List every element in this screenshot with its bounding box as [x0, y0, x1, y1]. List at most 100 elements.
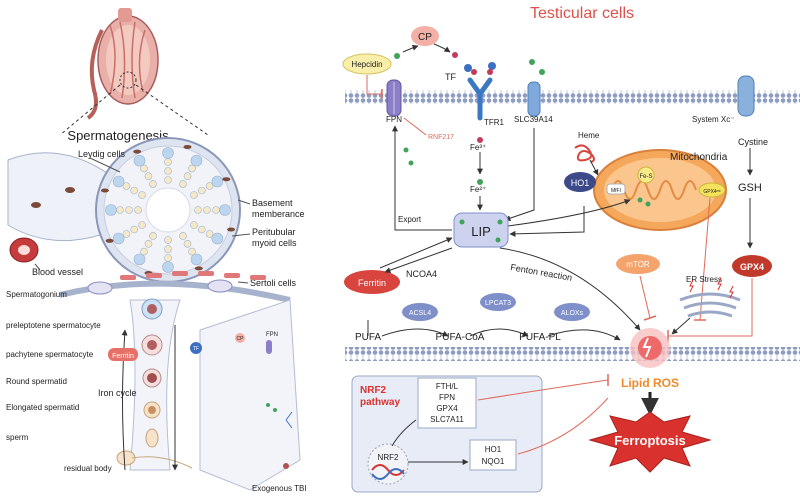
ho1-inhibit-ros — [517, 397, 609, 455]
leydig-pointer — [89, 157, 121, 173]
gpx4-label: GPX4 — [740, 262, 764, 272]
germ-cell — [190, 221, 198, 229]
gpx4-inhibit — [668, 278, 753, 337]
ferritin-label: Ferritin — [358, 278, 386, 288]
cystine-label: Cystine — [738, 137, 768, 147]
pufa-to-coa-arrow — [381, 328, 449, 337]
germ-cell — [164, 167, 172, 175]
fenton-arrow — [499, 247, 641, 331]
sertoli-cell — [87, 281, 113, 295]
nrf2-to-genes — [391, 419, 417, 447]
germ-cell — [164, 236, 172, 244]
ncoa4-label: NCOA4 — [406, 269, 437, 279]
lipid-ros-label: Lipid ROS — [621, 376, 679, 390]
dna-strand — [371, 464, 405, 476]
cp-enzyme — [411, 26, 439, 46]
gene-fthl: FTH/L — [436, 382, 459, 391]
lip-to-ferritin-arrow — [384, 247, 453, 274]
er-to-ros-arrow — [671, 317, 691, 335]
heme-to-mito — [589, 159, 599, 176]
germ-cell — [188, 247, 196, 256]
germ-cell — [140, 247, 148, 256]
germ-cell — [138, 191, 146, 199]
myoid-cell — [224, 273, 240, 278]
germ-cell — [140, 164, 148, 173]
exogenous-tbi-dot — [283, 463, 289, 469]
mitochondria-label: Mitochondria — [670, 152, 728, 163]
gpx4m-label: GPX4ᵐᵗ — [703, 189, 720, 195]
fe3-dot — [477, 137, 483, 143]
gpx4-mito — [698, 182, 726, 198]
spermatogenesis-title: Spermatogenesis — [67, 128, 169, 143]
lip-label: LIP — [471, 224, 491, 239]
tf-left-label: TF — [193, 346, 199, 352]
iron-dot — [403, 147, 409, 153]
germ-cell — [183, 239, 192, 248]
pachytene-label: pachytene spermatocyte — [6, 350, 94, 359]
germ-cell — [197, 186, 206, 195]
iron-dot — [529, 59, 535, 65]
germ-cell — [219, 204, 231, 216]
tf-left — [190, 342, 202, 354]
iron-dot — [273, 408, 277, 412]
aloxs-label: ALOXs — [561, 310, 584, 317]
iron-cycle-arrow-up — [121, 329, 128, 471]
fenton-label: Fenton reaction — [510, 262, 573, 283]
vessel-pointer — [34, 263, 41, 271]
ho1-b-label: HO1 — [485, 445, 502, 454]
export-arrow — [392, 125, 452, 231]
dna-strand — [371, 468, 405, 480]
zoom-line-right — [135, 84, 209, 136]
germ-cell — [212, 206, 220, 214]
germ-cell — [134, 206, 142, 214]
germ-cell — [179, 232, 187, 240]
gsh-label: GSH — [738, 182, 762, 194]
iron-dot — [495, 237, 501, 243]
germ-cell — [188, 164, 196, 173]
sertoli-pointer — [237, 281, 249, 284]
fpn-left-channel — [266, 340, 272, 354]
nucleus — [367, 443, 409, 485]
iron-dot-fe3 — [452, 52, 458, 58]
acsl4-label: ACSL4 — [409, 310, 431, 317]
hepcidin — [342, 53, 392, 75]
germ-cell — [162, 261, 174, 273]
mfi-label: MfFI — [611, 188, 621, 194]
germ-cell — [197, 225, 206, 234]
ho1-to-lip-arrow — [509, 206, 585, 237]
ferritin-left-label: Ferritin — [112, 353, 134, 360]
germ-cell — [164, 254, 172, 262]
ferroptosis-label: Ferroptosis — [614, 433, 686, 448]
germ-cell — [144, 172, 153, 181]
pufa-coa-label: PUFA-CoA — [436, 332, 485, 343]
germ-cell — [122, 230, 131, 238]
cp-arrow-out — [433, 43, 451, 53]
tf-label: TF — [445, 72, 456, 82]
leydig-cell-shape — [7, 152, 111, 242]
blood-vessel-lumen — [18, 245, 30, 255]
ferritin-to-lip-arrow — [379, 237, 453, 269]
myoid-nucleus — [183, 144, 192, 149]
mtor-inhibit-bar — [643, 315, 657, 321]
ho1-nqo1-box — [469, 439, 517, 471]
myoid-nucleus — [133, 149, 142, 154]
germ-cell — [205, 182, 214, 190]
germ-cell — [138, 221, 146, 229]
nrf2-gene-box — [417, 377, 477, 429]
germ-cell — [194, 206, 202, 214]
aloxs-enzyme — [554, 303, 590, 321]
myoid-nucleus — [105, 238, 114, 243]
germ-cell — [122, 182, 131, 190]
germ-cell — [162, 147, 174, 159]
pufa-pl-label: PUFA-PL — [519, 332, 561, 343]
germ-cell — [149, 232, 157, 240]
germ-cell — [133, 154, 146, 167]
nrf2-pathway-label-2: pathway — [360, 397, 400, 408]
er-bolt — [689, 279, 694, 293]
leydig-nucleus — [65, 187, 75, 193]
germ-cell — [164, 245, 172, 253]
germ-cell — [164, 176, 172, 184]
iron-cycle-label: Iron cycle — [98, 388, 137, 398]
tf-molecule — [488, 62, 496, 70]
germ-cell — [133, 253, 146, 266]
